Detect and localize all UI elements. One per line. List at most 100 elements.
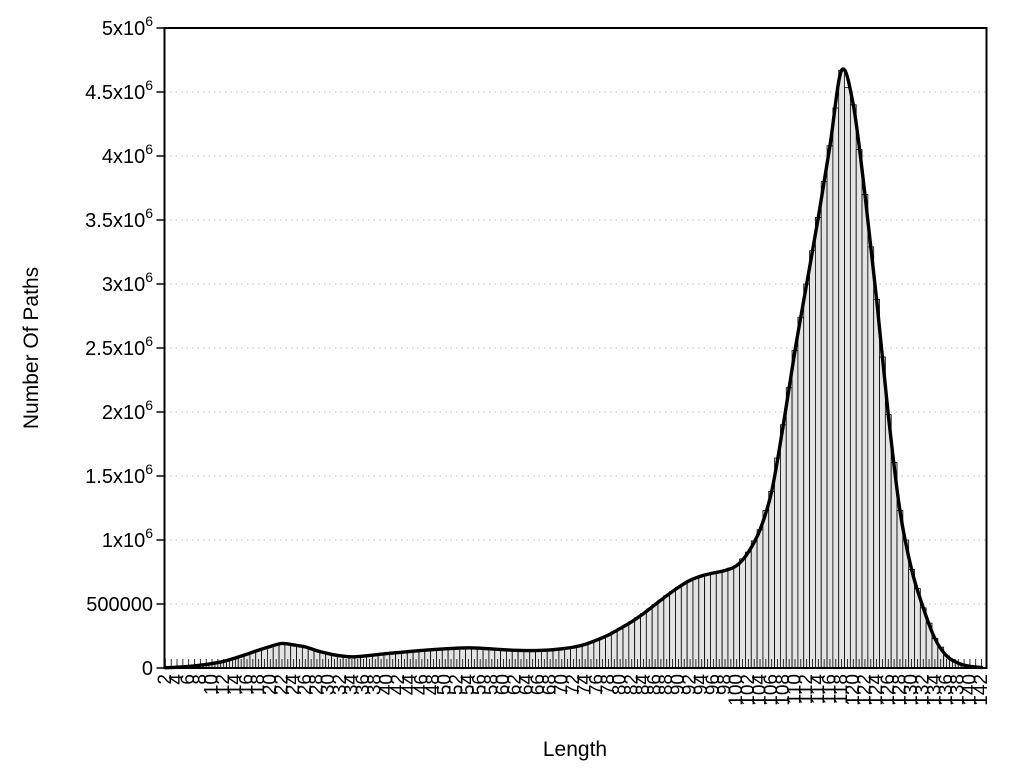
x-tick-label: 108 bbox=[773, 674, 794, 706]
histogram-bar bbox=[908, 569, 915, 668]
x-tick-label: 58 bbox=[481, 674, 502, 695]
x-tick-label: 6 bbox=[178, 674, 199, 685]
histogram-bar bbox=[669, 591, 676, 668]
y-tick-label: 0 bbox=[142, 658, 153, 680]
x-tick-label: 88 bbox=[656, 674, 677, 695]
histogram-bar bbox=[838, 69, 845, 668]
x-tick-label: 50 bbox=[435, 674, 456, 695]
histogram-bar bbox=[768, 490, 775, 668]
histogram-bar bbox=[873, 298, 880, 668]
x-tick-label: 116 bbox=[819, 674, 840, 704]
histogram-bar bbox=[680, 583, 688, 668]
x-tick-label: 14 bbox=[225, 674, 246, 696]
distribution-curve bbox=[163, 67, 984, 670]
x-tick-label: 72 bbox=[563, 674, 584, 695]
y-tick-label: 2.5x106 bbox=[85, 333, 153, 360]
histogram-bar bbox=[721, 570, 729, 668]
x-tick-label: 56 bbox=[470, 674, 491, 695]
x-tick-label: 138 bbox=[948, 674, 969, 706]
x-tick-label: 78 bbox=[598, 674, 619, 695]
histogram-bar bbox=[698, 575, 706, 668]
histogram-bar bbox=[686, 579, 694, 668]
histogram-bar bbox=[692, 577, 700, 668]
x-tick-label: 70 bbox=[551, 674, 572, 695]
x-tick-label: 86 bbox=[645, 674, 666, 695]
x-tick-label: 8 bbox=[190, 674, 211, 685]
histogram-bar bbox=[785, 387, 793, 668]
x-tick-label: 48 bbox=[423, 674, 444, 695]
x-tick-label: 60 bbox=[493, 674, 514, 695]
x-tick-label: 24 bbox=[283, 674, 304, 696]
y-axis-title: Number Of Paths bbox=[20, 267, 43, 429]
x-tick-label: 80 bbox=[610, 674, 631, 695]
histogram-bar bbox=[774, 457, 781, 668]
x-tick-label: 114 bbox=[808, 674, 829, 705]
x-tick-label: 30 bbox=[318, 674, 339, 695]
histogram-bar bbox=[663, 595, 671, 668]
histogram-bar bbox=[739, 558, 746, 668]
histogram-bar bbox=[756, 529, 764, 668]
histogram-bar bbox=[780, 424, 787, 668]
x-tick-label: 2 bbox=[155, 674, 176, 685]
x-tick-label: 52 bbox=[446, 674, 467, 695]
x-tick-label: 12 bbox=[213, 674, 234, 695]
x-tick-label: 110 bbox=[784, 674, 805, 704]
histogram-bar bbox=[704, 574, 711, 668]
x-tick-label: 102 bbox=[738, 674, 759, 706]
histogram-bar bbox=[797, 316, 805, 668]
x-tick-label: 82 bbox=[621, 674, 642, 695]
x-tick-label: 118 bbox=[831, 674, 852, 704]
x-tick-label: 142 bbox=[971, 674, 992, 706]
histogram-bar bbox=[715, 571, 723, 668]
x-tick-label: 98 bbox=[715, 674, 736, 695]
y-tick-label: 3x106 bbox=[102, 269, 153, 296]
x-tick-label: 140 bbox=[959, 674, 980, 706]
x-tick-label: 128 bbox=[889, 674, 910, 706]
x-tick-label: 120 bbox=[843, 674, 864, 706]
histogram-bar bbox=[879, 356, 886, 668]
x-tick-label: 96 bbox=[703, 674, 724, 695]
x-tick-label: 28 bbox=[306, 674, 327, 695]
x-tick-label: 20 bbox=[260, 674, 281, 695]
y-tick-label: 500000 bbox=[86, 594, 153, 616]
histogram-bar bbox=[832, 107, 840, 668]
y-tick-label: 4x106 bbox=[102, 141, 153, 168]
plot-border bbox=[163, 27, 988, 669]
histogram-bar bbox=[849, 104, 857, 668]
x-tick-label: 134 bbox=[924, 674, 945, 706]
histogram-bar bbox=[867, 246, 875, 668]
histogram-bar bbox=[657, 599, 665, 668]
x-tick-label: 136 bbox=[936, 674, 957, 706]
histogram-bar bbox=[820, 181, 828, 668]
histogram-bar bbox=[675, 586, 682, 668]
y-tick-label: 4.5x106 bbox=[85, 77, 153, 104]
x-axis-title: Length bbox=[543, 738, 607, 761]
x-tick-label: 84 bbox=[633, 674, 654, 696]
x-tick-label: 104 bbox=[750, 674, 771, 706]
histogram-bar bbox=[861, 194, 869, 668]
y-tick-label: 5x106 bbox=[102, 13, 153, 40]
x-tick-label: 92 bbox=[680, 674, 701, 695]
x-tick-label: 34 bbox=[341, 674, 362, 696]
x-tick-label: 76 bbox=[586, 674, 607, 695]
histogram-bar bbox=[733, 565, 741, 668]
histogram-bar bbox=[762, 510, 770, 668]
histogram-bar bbox=[745, 551, 752, 668]
x-tick-label: 106 bbox=[761, 674, 782, 706]
y-tick-label: 3.5x106 bbox=[85, 205, 153, 232]
x-tick-label: 62 bbox=[505, 674, 526, 695]
x-tick-label: 16 bbox=[236, 674, 257, 695]
y-tick-label: 1x106 bbox=[102, 525, 153, 552]
histogram-bar bbox=[809, 250, 816, 668]
x-tick-label: 54 bbox=[458, 674, 479, 696]
x-tick-label: 122 bbox=[854, 674, 875, 706]
x-tick-label: 18 bbox=[248, 674, 269, 695]
x-tick-label: 68 bbox=[540, 674, 561, 695]
histogram-bar bbox=[844, 87, 851, 668]
histogram-bar bbox=[826, 145, 834, 668]
y-tick-label: 1.5x106 bbox=[85, 461, 153, 488]
x-tick-label: 44 bbox=[400, 674, 421, 696]
x-tick-label: 132 bbox=[913, 674, 934, 706]
